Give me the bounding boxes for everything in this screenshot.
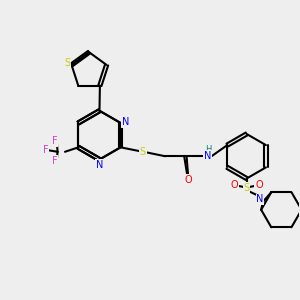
Text: H: H — [205, 145, 211, 154]
Text: O: O — [230, 180, 238, 190]
Text: N: N — [256, 194, 264, 204]
Text: S: S — [140, 147, 146, 157]
Text: S: S — [64, 58, 70, 68]
Text: F: F — [52, 136, 57, 146]
Text: O: O — [184, 175, 192, 185]
Text: O: O — [255, 180, 263, 190]
Text: S: S — [244, 183, 250, 193]
Text: N: N — [122, 117, 130, 128]
Text: F: F — [43, 145, 49, 155]
Text: N: N — [204, 151, 212, 161]
Text: F: F — [52, 156, 57, 166]
Text: N: N — [96, 160, 103, 170]
